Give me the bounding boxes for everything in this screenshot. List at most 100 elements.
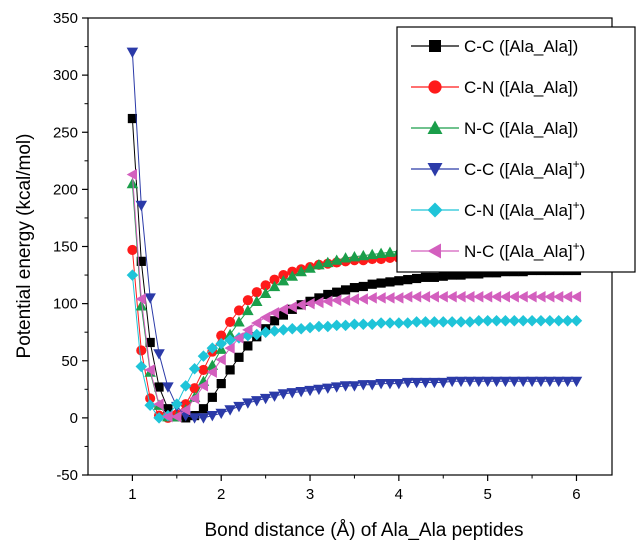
series-4-point-33 (410, 377, 423, 389)
series-6-point-21 (304, 297, 315, 310)
x-tick-label-4: 4 (395, 486, 403, 503)
series-4-point-25 (339, 381, 352, 392)
series-3-point-2 (135, 300, 148, 311)
legend-item-4: C-C ([Ala_Ala]+) (411, 157, 585, 179)
series-5-point-35 (428, 316, 441, 328)
series-3-point-14 (242, 304, 254, 316)
series-1-point-35 (429, 272, 439, 282)
series-5-point-25 (339, 319, 352, 332)
series-3-point-16 (259, 287, 272, 298)
series-2-point-13 (233, 305, 245, 316)
series-5-point-1 (126, 269, 139, 281)
series-5-point-23 (322, 320, 334, 333)
legend-item-6: N-C ([Ala_Ala]+) (411, 239, 585, 261)
series-3-point-22 (313, 259, 325, 270)
series-3-point-30 (384, 246, 396, 257)
series-1-point-13 (234, 352, 244, 362)
series-1-point-24 (332, 287, 342, 297)
series-4-point-4 (153, 349, 165, 360)
series-6-point-39 (464, 291, 475, 303)
y-tick-label--50: -50 (56, 467, 78, 484)
x-tick-label-2: 2 (217, 486, 225, 503)
series-6-point-20 (295, 299, 306, 311)
series-6-point-31 (393, 292, 404, 304)
series-6-point-14 (242, 324, 253, 336)
series-6-point-6 (171, 410, 182, 423)
series-5-point-39 (464, 316, 476, 328)
series-4-point-15 (250, 396, 263, 407)
series-5-point-27 (357, 318, 370, 330)
series-4-point-45 (517, 376, 529, 388)
series-5-point-3 (144, 399, 156, 412)
series-3-point-15 (250, 295, 263, 306)
series-5-point-38 (455, 316, 467, 328)
series-1-point-34 (420, 272, 431, 282)
legend-marker-4 (427, 163, 443, 177)
series-6-point-51 (570, 291, 582, 303)
legend-marker-2 (428, 80, 442, 94)
series-5-point-7 (179, 380, 192, 392)
series-5-point-12 (224, 334, 236, 346)
series-6-point-42 (490, 291, 502, 303)
series-4-point-41 (481, 376, 494, 388)
series-4-point-48 (544, 376, 556, 388)
series-4-point-17 (268, 391, 281, 402)
series-1-point-22 (314, 293, 324, 303)
series-4-point-27 (357, 380, 370, 391)
legend-item-5: C-N ([Ala_Ala]+) (411, 198, 585, 220)
series-3-point-21 (304, 262, 316, 273)
series-4-point-20 (295, 386, 307, 398)
series-5-point-2 (135, 360, 148, 373)
series-4-point-34 (419, 377, 432, 389)
series-4-point-28 (366, 380, 378, 391)
series-5-point-34 (419, 316, 432, 328)
series-5-point-31 (393, 317, 405, 329)
series-3-point-23 (322, 256, 334, 268)
legend-marker-1 (429, 40, 441, 52)
series-6-point-28 (366, 292, 377, 304)
series-4-point-35 (428, 377, 441, 389)
series-5-point-45 (517, 315, 529, 327)
series-6-point-29 (375, 292, 386, 304)
series-6-point-37 (446, 291, 457, 303)
legend-label-3: N-C ([Ala_Ala]) (464, 119, 578, 138)
series-6-point-4 (153, 398, 164, 410)
series-4-point-14 (242, 398, 254, 409)
series-3-point-12 (224, 328, 236, 340)
series-5-point-42 (490, 315, 503, 327)
series-4-point-29 (375, 379, 387, 390)
series-5-point-28 (366, 318, 378, 330)
series-6-point-41 (481, 291, 493, 303)
series-6-point-16 (259, 311, 271, 324)
series-5-point-48 (544, 315, 556, 327)
series-6-point-11 (215, 353, 226, 366)
series-6-point-2 (135, 293, 146, 305)
series-6-point-25 (339, 294, 351, 306)
series-4-point-46 (526, 376, 538, 388)
y-tick-label-150: 150 (53, 239, 78, 256)
series-1-point-32 (403, 275, 413, 285)
series-4-point-2 (135, 200, 148, 212)
series-5-point-49 (552, 315, 565, 327)
series-1-point-26 (349, 283, 360, 293)
series-2-point-16 (260, 280, 271, 291)
series-5 (126, 269, 583, 424)
series-3-point-20 (295, 265, 307, 277)
series-4-point-3 (144, 293, 156, 304)
series-6-point-38 (455, 291, 466, 303)
series-5-point-41 (481, 315, 494, 327)
legend: C-C ([Ala_Ala]) C-N ([Ala_Ala]) N-C ([Ala_… (396, 26, 636, 273)
series-3-point-19 (286, 270, 299, 281)
series-6-point-12 (224, 342, 235, 354)
series-5-point-37 (446, 316, 458, 328)
series-4-point-1 (126, 47, 139, 59)
series-5-point-20 (295, 323, 307, 335)
series-5-point-29 (375, 317, 387, 329)
series-5-point-43 (499, 315, 512, 327)
legend-marker-6 (427, 243, 441, 259)
series-4-point-37 (446, 376, 458, 388)
series-5-point-21 (304, 321, 316, 334)
series-6-point-15 (250, 317, 262, 329)
series-5-point-36 (437, 316, 450, 328)
series-3-point-1 (126, 177, 139, 189)
